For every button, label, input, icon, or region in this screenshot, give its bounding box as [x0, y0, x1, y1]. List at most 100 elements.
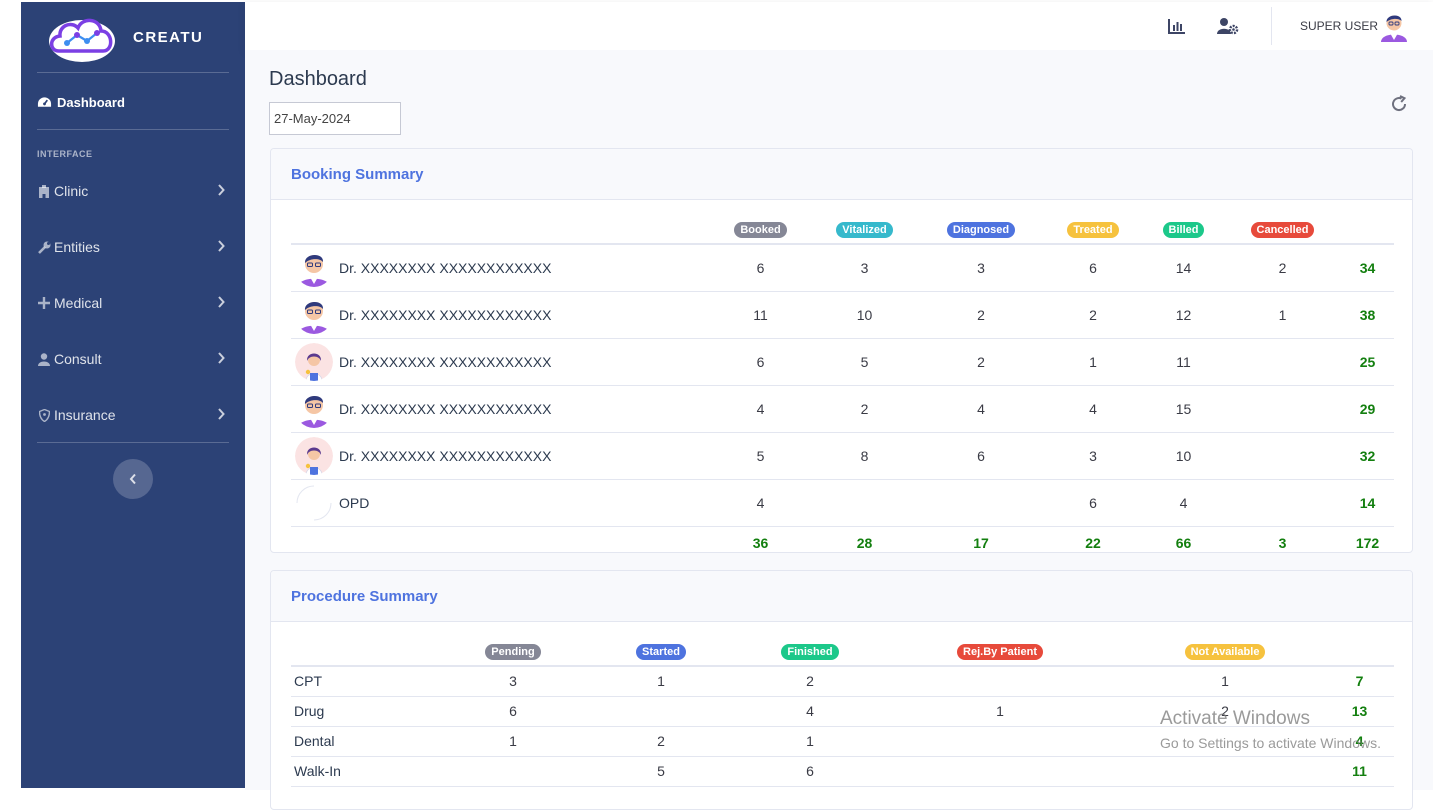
doctor-name: Dr. XXXXXXXX XXXXXXXXXXXX [339, 306, 552, 323]
doctor-name: Dr. XXXXXXXX XXXXXXXXXXXX [339, 259, 552, 276]
cell-started [577, 696, 745, 726]
sidebar-heading: INTERFACE [37, 149, 93, 159]
cell-not-available [1125, 756, 1325, 786]
status-badge-pending: Pending [485, 644, 541, 660]
chevron-right-icon [218, 240, 225, 252]
row-total: 4 [1355, 733, 1364, 749]
cell-billed: 14 [1175, 259, 1192, 276]
user-icon [37, 352, 51, 366]
procedure-row: Walk-In 5 6 11 [291, 756, 1394, 786]
total-column-header [1325, 631, 1394, 666]
cell-cancelled: 2 [1278, 259, 1287, 276]
user-avatar[interactable] [1378, 10, 1410, 42]
doctor-name: OPD [339, 494, 370, 511]
cell-cancelled [1224, 479, 1341, 526]
bar-chart-icon[interactable] [1168, 18, 1186, 34]
status-badge-not-available: Not Available [1184, 644, 1266, 660]
cell-rejected: 1 [996, 703, 1004, 719]
doctor-avatar [295, 436, 333, 475]
cell-billed: 15 [1175, 400, 1192, 417]
username[interactable]: SUPER USER [1300, 19, 1379, 33]
column-header: Cancelled [1224, 209, 1341, 244]
doctor-row: Dr. XXXXXXXX XXXXXXXXXXXX 11 10 2 2 12 1 38 [291, 291, 1394, 338]
page-title: Dashboard [269, 68, 367, 90]
procedure-name: Walk-In [294, 763, 341, 779]
column-header: Diagnosed [919, 209, 1043, 244]
cell-diagnosed: 4 [977, 400, 985, 417]
topbar-divider [1271, 7, 1272, 45]
procedure-name: Drug [294, 703, 325, 719]
sidebar-item-clinic[interactable]: Clinic [37, 179, 229, 203]
column-header: Pending [449, 631, 577, 666]
cell-diagnosed [919, 479, 1043, 526]
cell-pending [449, 756, 577, 786]
status-badge-diagnosed: Diagnosed [946, 222, 1016, 238]
wrench-icon [37, 240, 51, 254]
sidebar-item-medical[interactable]: Medical [37, 291, 229, 315]
doctor-avatar [295, 390, 333, 428]
app-window: CREATU Dashboard INTERFACE Clinic Entiti… [21, 2, 1413, 810]
doctor-cell: Dr. XXXXXXXX XXXXXXXXXXXX [291, 244, 711, 291]
cell-cancelled: 1 [1278, 306, 1287, 323]
refresh-icon[interactable] [1389, 94, 1409, 114]
sidebar-item-entities[interactable]: Entities [37, 235, 229, 259]
cell-vitalized: 2 [860, 400, 869, 417]
doctor-cell: Dr. XXXXXXXX XXXXXXXXXXXX [291, 385, 711, 432]
cell-rejected [875, 726, 1125, 756]
row-total: 14 [1359, 494, 1376, 511]
sidebar-item-dashboard[interactable]: Dashboard [37, 92, 125, 112]
brand[interactable]: CREATU [21, 2, 245, 72]
procedure-table: Pending Started Finished Rej.By Patient … [291, 631, 1394, 787]
sidebar-toggle-button[interactable] [113, 459, 153, 499]
row-total: 7 [1355, 673, 1364, 690]
cell-booked: 4 [756, 494, 765, 511]
cell-pending: 3 [509, 673, 517, 690]
column-header: Started [577, 631, 745, 666]
cell-cancelled [1224, 338, 1341, 385]
procedure-name: Dental [294, 733, 335, 749]
status-badge-finished: Finished [781, 644, 839, 660]
user-settings-icon[interactable] [1217, 17, 1239, 35]
cell-booked: 5 [756, 447, 765, 464]
cell-vitalized: 5 [860, 353, 869, 370]
cell-booked: 11 [753, 306, 768, 323]
cell-billed: 11 [1176, 353, 1191, 370]
cell-started: 2 [657, 733, 665, 749]
date-input[interactable] [269, 102, 401, 135]
column-header: Booked [711, 209, 810, 244]
doctor-avatar [295, 296, 333, 334]
doctor-cell: OPD [291, 479, 711, 526]
activate-windows-watermark: Activate Windows Go to Settings to activ… [1160, 708, 1381, 751]
cell-treated: 1 [1089, 353, 1097, 370]
cell-vitalized: 8 [860, 447, 869, 464]
procedure-row: CPT 3 1 2 1 7 [291, 666, 1394, 696]
cell-finished: 6 [806, 763, 814, 779]
sidebar-item-consult[interactable]: Consult [37, 347, 229, 371]
cell-treated: 2 [1089, 306, 1097, 323]
totals-label [291, 526, 711, 552]
cell-vitalized: 10 [856, 306, 873, 323]
status-badge-billed: Billed [1162, 222, 1205, 238]
procedure-summary-title: Procedure Summary [271, 571, 1412, 622]
doctor-cell: Dr. XXXXXXXX XXXXXXXXXXXX [291, 432, 711, 479]
chevron-left-icon [129, 473, 136, 485]
shield-icon [37, 408, 51, 422]
procedure-row: Drug 6 4 1 2 13 [291, 696, 1394, 726]
table-header-row: Pending Started Finished Rej.By Patient … [291, 631, 1394, 666]
procedure-column-header [291, 631, 449, 666]
cell-rejected [875, 666, 1125, 696]
row-total: 32 [1359, 447, 1376, 464]
sidebar-item-label: Insurance [54, 407, 116, 423]
total-vitalized: 28 [856, 534, 873, 551]
doctor-cell: Dr. XXXXXXXX XXXXXXXXXXXX [291, 291, 711, 338]
booking-table: Booked Vitalized Diagnosed Treated Bille… [291, 209, 1394, 552]
chevron-right-icon [218, 296, 225, 308]
sidebar-divider [37, 72, 229, 73]
sidebar-item-insurance[interactable]: Insurance [37, 403, 229, 427]
row-total: 38 [1359, 306, 1376, 323]
doctor-avatar [295, 249, 333, 287]
doctor-row: Dr. XXXXXXXX XXXXXXXXXXXX 6 5 2 1 11 25 [291, 338, 1394, 385]
status-badge-vitalized: Vitalized [836, 222, 893, 238]
chevron-right-icon [218, 184, 225, 196]
cell-diagnosed: 2 [977, 306, 985, 323]
